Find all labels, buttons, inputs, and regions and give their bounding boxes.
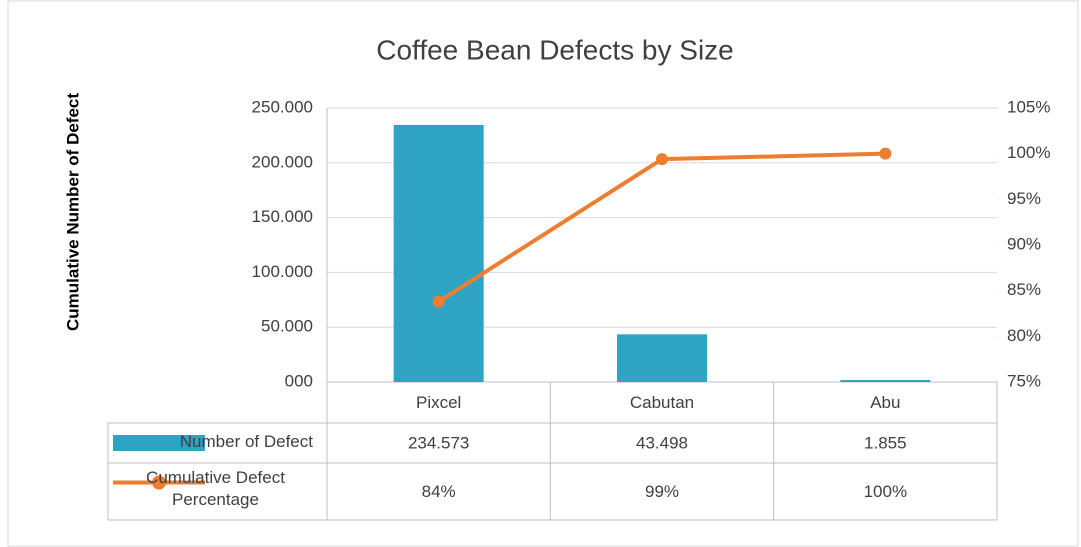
bar [617, 334, 707, 382]
bar [393, 124, 484, 382]
y-tick-label: 100.000 [252, 262, 313, 281]
y2-tick-label: 85% [1007, 280, 1041, 299]
y-axis-title: Cumulative Number of Defect [63, 93, 82, 331]
y2-tick-label: 90% [1007, 234, 1041, 253]
y-tick-label: 200.000 [252, 152, 313, 171]
table-value: 1.855 [864, 433, 907, 452]
chart-frame [7, 0, 1079, 547]
x-tick-label: Pixcel [416, 393, 461, 412]
x-tick-label: Cabutan [630, 393, 694, 412]
line [437, 151, 886, 304]
table-value: 234.573 [408, 433, 469, 452]
y-tick-label: 150.000 [252, 207, 313, 226]
table-value: 84% [422, 482, 456, 501]
y-tick-label: 250.000 [252, 97, 313, 116]
table-value: 99% [645, 482, 679, 501]
table-value: 100% [864, 482, 907, 501]
chart-title: Coffee Bean Defects by Size [376, 34, 733, 65]
bar [840, 379, 931, 382]
point [432, 295, 445, 308]
y-tick-label: 50.000 [261, 317, 313, 336]
y2-tick-label: 105% [1007, 97, 1050, 116]
y2-tick-label: 75% [1007, 371, 1041, 390]
table-value: 43.498 [636, 433, 688, 452]
point [879, 147, 892, 160]
legend-key [113, 435, 205, 451]
legend-label: Cumulative Defect Percentage [146, 468, 285, 509]
y2-tick-label: 95% [1007, 189, 1041, 208]
y2-tick-label: 100% [1007, 143, 1050, 162]
y2-tick-label: 80% [1007, 326, 1041, 345]
point [656, 153, 668, 166]
legend-label: Number of Defect [179, 432, 313, 451]
y-tick-label: 000 [285, 371, 313, 390]
x-tick-label: Abu [870, 393, 900, 412]
legend-key [152, 475, 166, 490]
